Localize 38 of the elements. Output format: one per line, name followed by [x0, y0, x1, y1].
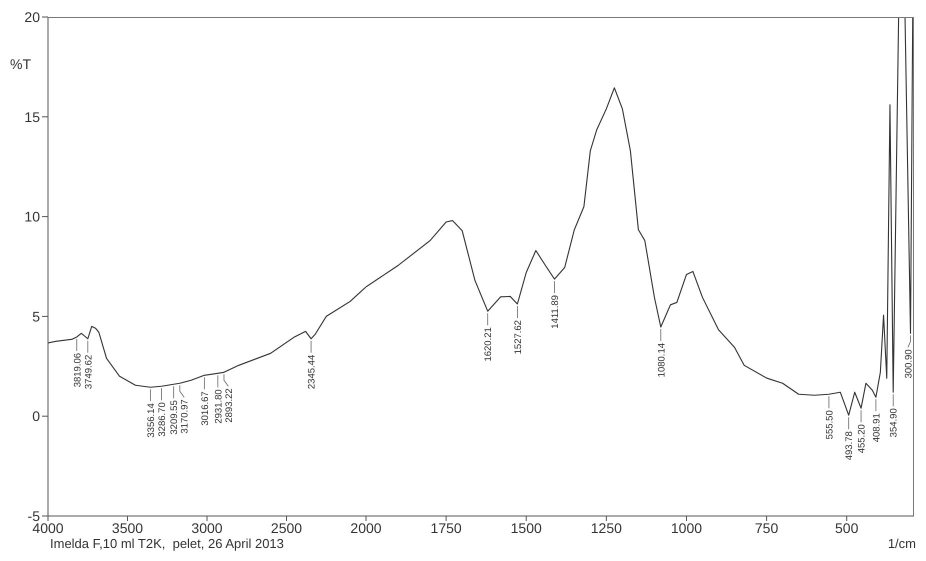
x-tick-label: 1250: [590, 520, 622, 536]
annotation: 1527.62: [512, 320, 524, 354]
y-tick-label: 10: [24, 208, 40, 225]
annotation: 3016.67: [200, 391, 211, 426]
annotation: 3356.14: [146, 403, 157, 438]
x-tick-label: 1750: [430, 520, 462, 536]
annotation: 493.78: [844, 431, 856, 460]
x-tick-label: 3500: [112, 520, 144, 536]
annotation: 1620.21: [483, 327, 494, 362]
y-tick-label: 5: [32, 308, 40, 324]
annotation: 300.90: [904, 349, 914, 378]
x-tick-label: 3000: [191, 520, 223, 536]
y-tick-label: 20: [24, 8, 40, 25]
x-tick-label: 2500: [270, 520, 302, 536]
annotation: 455.20: [856, 424, 868, 454]
annotation: 408.91: [871, 413, 882, 442]
x-axis-title: 1/cm: [888, 536, 916, 551]
annotation: 555.50: [824, 410, 836, 440]
y-tick-label: 0: [32, 408, 40, 424]
annotation: 3209.55: [169, 400, 180, 435]
annotation: 3749.62: [83, 354, 94, 390]
y-tick-label: 15: [24, 108, 40, 125]
x-tick-label: 1000: [670, 520, 702, 536]
annotation: 2931.80: [213, 389, 224, 424]
annotation: 3170.97: [180, 399, 191, 434]
annotation: 354.90: [888, 408, 900, 438]
annotation: 1411.89: [550, 295, 561, 329]
annotation: 3286.70: [156, 402, 168, 437]
x-tick-label: 1500: [510, 520, 542, 536]
x-tick-label: 500: [835, 520, 859, 536]
annotation: 1080.14: [656, 342, 668, 378]
annotation: 2893.22: [224, 388, 235, 423]
annotation: 2345.44: [306, 354, 318, 390]
text: Imelda F,10 ml T2K, pelet, 26 April 2013: [50, 536, 284, 551]
annotation: 3819.06: [72, 352, 84, 388]
x-tick-label: 750: [754, 520, 778, 536]
x-tick-label: 2000: [350, 520, 382, 536]
y-axis-title: %T: [10, 56, 31, 72]
